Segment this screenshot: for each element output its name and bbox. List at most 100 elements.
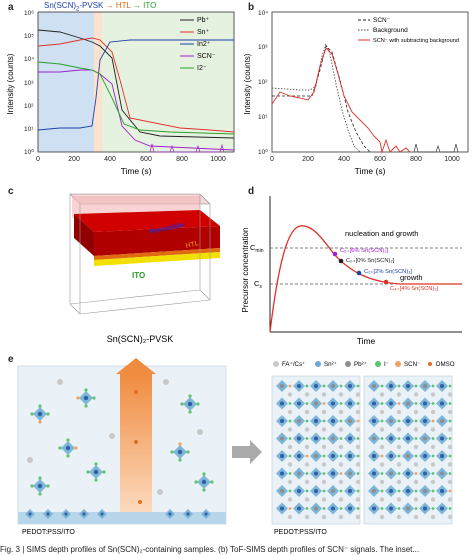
point-label-0: C₀₊[0% Sn(SCN)₂] (346, 258, 395, 264)
evaporation-arrow-body (120, 374, 152, 524)
ytick-b-0: 10⁰ (258, 148, 268, 156)
series-scn-b (272, 45, 371, 153)
lattice-octahedron (368, 502, 385, 520)
series-scn (38, 69, 235, 151)
legend-e-pb: Pb²⁺ (354, 361, 367, 368)
lattice-octahedron (368, 380, 385, 397)
y-ticks: 10⁰ 10¹ 10² 10³ 10⁴ 10⁵ 10⁶ (24, 10, 34, 156)
lattice-octahedron (368, 485, 385, 502)
lattice-octahedron (436, 415, 453, 432)
lattice-octahedron (419, 450, 436, 467)
perovskite-slab-left (74, 214, 94, 256)
ytick-3: 10³ (24, 80, 34, 87)
lattice-octahedron (344, 502, 361, 520)
legend-b-bg: Background (373, 27, 408, 34)
xtick-b-800: 800 (410, 156, 422, 163)
y-axis-label-b: Intensity (counts) (243, 53, 252, 114)
panel-d-diagram: nucleation and growth growth C₆₊[6% Sn(S… (241, 196, 462, 346)
lattice-octahedron (293, 450, 310, 467)
lattice-octahedron (276, 380, 293, 397)
lattice-octahedron (368, 450, 385, 467)
lattice-octahedron (385, 502, 402, 520)
lattice-octahedron (310, 380, 327, 397)
lattice-octahedron (344, 380, 361, 397)
lattice-octahedron (310, 397, 327, 415)
legend-b: SCN⁻ Background SCN⁻ with subtracting ba… (358, 17, 459, 44)
panel-e-schematic: PEDOT:PSS/ITO (17, 358, 455, 536)
lattice-octahedron (436, 397, 453, 415)
caption-c: Sn(SCN)₂-PVSK (107, 334, 174, 344)
x-ticks: 0 200 400 600 800 1000 (36, 156, 226, 163)
lattice-octahedron (310, 485, 327, 502)
level-cmin: Cmin (250, 243, 264, 254)
evaporation-arrow-head (116, 358, 156, 374)
label-nucleation: nucleation and growth (345, 229, 418, 238)
lattice-octahedron (419, 502, 436, 520)
plot-frame (37, 11, 235, 153)
series-in (37, 39, 234, 131)
lattice-octahedron (344, 432, 361, 450)
lattice-octahedron (419, 485, 436, 502)
lattice-grid (276, 380, 453, 520)
lattice-octahedron (402, 450, 419, 467)
lattice-octahedron (344, 467, 361, 485)
point-6pct (332, 251, 338, 257)
legend-a: Pb⁺ Sn⁺ In2⁺ SCN⁻ I2⁻ (180, 17, 216, 72)
transition-arrow (232, 440, 262, 464)
lattice-octahedron (385, 380, 402, 397)
xtick-b-600: 600 (374, 156, 386, 163)
ytick-4: 10⁴ (24, 56, 34, 63)
panel-a-letter: a (8, 2, 14, 13)
lattice-octahedron (402, 380, 419, 397)
d-x-label: Time (357, 336, 376, 346)
lattice-octahedron (436, 380, 453, 397)
lattice-octahedron (310, 415, 327, 432)
lattice-octahedron (402, 432, 419, 450)
panel-d-letter: d (248, 186, 255, 197)
lattice-octahedron (310, 450, 327, 467)
xtick-600: 600 (140, 156, 152, 163)
x-axis-label-b: Time (s) (355, 166, 386, 176)
lattice-octahedron (402, 415, 419, 432)
legend-b-sub: SCN⁻ with subtracting background (373, 38, 459, 44)
right-substrate-label: PEDOT:PSS/ITO (274, 529, 327, 536)
xtick-b-200: 200 (302, 156, 314, 163)
lattice-octahedron (385, 415, 402, 432)
concentration-curve (269, 225, 462, 333)
lattice-octahedron (402, 397, 419, 415)
xtick-b-0: 0 (270, 156, 274, 163)
figure-caption: Fig. 3 | SIMS depth profiles of Sn(SCN)₂… (0, 545, 420, 554)
lattice-octahedron (344, 485, 361, 502)
lattice-octahedron (293, 502, 310, 520)
lattice-octahedron (276, 485, 293, 502)
zone-pvsk (38, 12, 94, 152)
panel-e-letter: e (8, 354, 14, 365)
point-label-4: C₄₊[4% Sn(SCN)₂] (390, 286, 439, 292)
xtick-1000: 1000 (210, 156, 226, 163)
lattice-octahedron (402, 502, 419, 520)
y-ticks-b: 10⁰ 10¹ 10² 10³ 10⁴ (258, 10, 268, 156)
x-ticks-b: 0 200 400 600 800 1000 (270, 156, 460, 163)
header-ito: ITO (143, 1, 157, 10)
lattice-octahedron (327, 467, 344, 485)
ytick-0: 10⁰ (24, 148, 34, 156)
lattice-octahedron (385, 450, 402, 467)
xtick-800: 800 (176, 156, 188, 163)
lattice-octahedron (276, 432, 293, 450)
series-sn (37, 37, 235, 133)
series-scn-noise (149, 143, 225, 153)
lattice-octahedron (368, 432, 385, 450)
point-0pct (338, 258, 344, 264)
lattice-octahedron (368, 415, 385, 432)
lattice-octahedron (344, 450, 361, 467)
lattice-octahedron (368, 397, 385, 415)
xtick-200: 200 (68, 156, 80, 163)
perovskite-slab-top (74, 210, 220, 232)
lattice-octahedron (276, 415, 293, 432)
lattice-octahedron (402, 467, 419, 485)
series-background (271, 42, 361, 153)
lattice-octahedron (402, 485, 419, 502)
ytick-b-1: 10¹ (258, 114, 268, 121)
ito-layer (94, 252, 220, 266)
panel-b-letter: b (248, 2, 255, 13)
